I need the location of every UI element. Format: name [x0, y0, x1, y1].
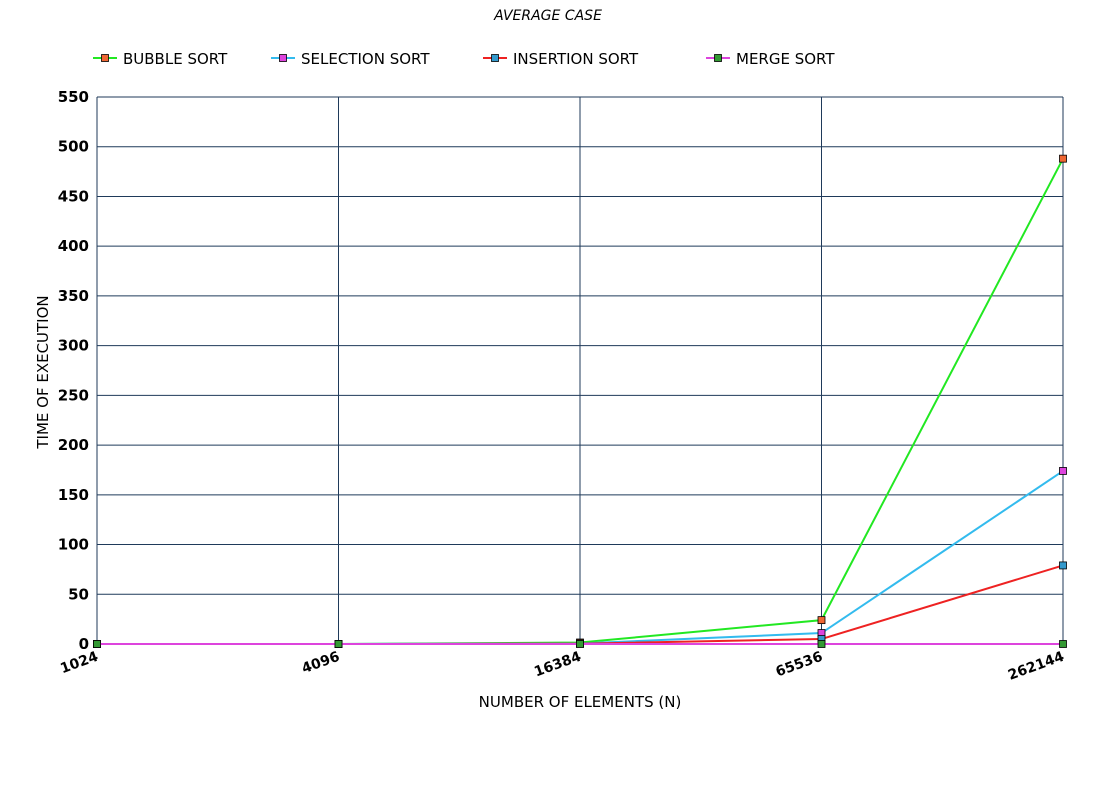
- x-tick-label: 4096: [300, 649, 342, 677]
- data-point: [817, 616, 826, 625]
- data-point: [93, 640, 101, 648]
- data-point: [1059, 561, 1067, 570]
- x-axis-ticks: 1024 4096 16384 65536 262144: [58, 649, 1066, 684]
- x-tick-label: 16384: [532, 649, 583, 681]
- legend-marker: [491, 54, 499, 62]
- x-tick-label: 262144: [1006, 649, 1067, 684]
- x-tick-label: 65536: [774, 649, 825, 681]
- y-tick-label: 500: [58, 138, 89, 156]
- y-tick-label: 0: [79, 635, 89, 653]
- y-tick-label: 400: [58, 237, 89, 255]
- series-merge-sort: [93, 640, 1067, 648]
- legend-label: BUBBLE SORT: [123, 50, 228, 68]
- legend-marker: [101, 54, 109, 62]
- data-point: [334, 640, 343, 648]
- y-tick-label: 150: [58, 486, 89, 504]
- y-axis-ticks: 0 50 100 150 200 250 300 350 400 450 500 550: [58, 88, 89, 653]
- legend-marker: [279, 54, 287, 62]
- legend-item: MERGE SORT: [706, 50, 835, 68]
- y-tick-label: 200: [58, 436, 89, 454]
- legend-marker: [714, 54, 722, 62]
- data-point: [1059, 154, 1067, 163]
- data-point: [1059, 640, 1067, 648]
- y-tick-label: 250: [58, 386, 89, 404]
- y-axis-label: TIME OF EXECUTION: [34, 295, 52, 449]
- y-tick-label: 100: [58, 536, 89, 554]
- legend: BUBBLE SORT SELECTION SORT INSERTION SORT M…: [93, 50, 835, 68]
- legend-item: INSERTION SORT: [483, 50, 639, 68]
- series-layer: [93, 154, 1067, 648]
- legend-item: BUBBLE SORT: [93, 50, 228, 68]
- legend-item: SELECTION SORT: [271, 50, 430, 68]
- data-point: [1059, 467, 1067, 475]
- data-point: [576, 640, 584, 648]
- chart-title: AVERAGE CASE: [493, 8, 602, 24]
- y-tick-label: 300: [58, 337, 89, 355]
- y-tick-label: 450: [58, 187, 89, 205]
- y-tick-label: 350: [58, 287, 89, 305]
- legend-label: INSERTION SORT: [513, 50, 639, 68]
- legend-label: SELECTION SORT: [301, 50, 430, 68]
- grid: [96, 96, 1064, 645]
- data-point: [817, 640, 826, 648]
- y-tick-label: 550: [58, 88, 89, 106]
- legend-label: MERGE SORT: [736, 50, 835, 68]
- x-axis-label: NUMBER OF ELEMENTS (N): [479, 693, 682, 711]
- y-tick-label: 50: [68, 585, 89, 603]
